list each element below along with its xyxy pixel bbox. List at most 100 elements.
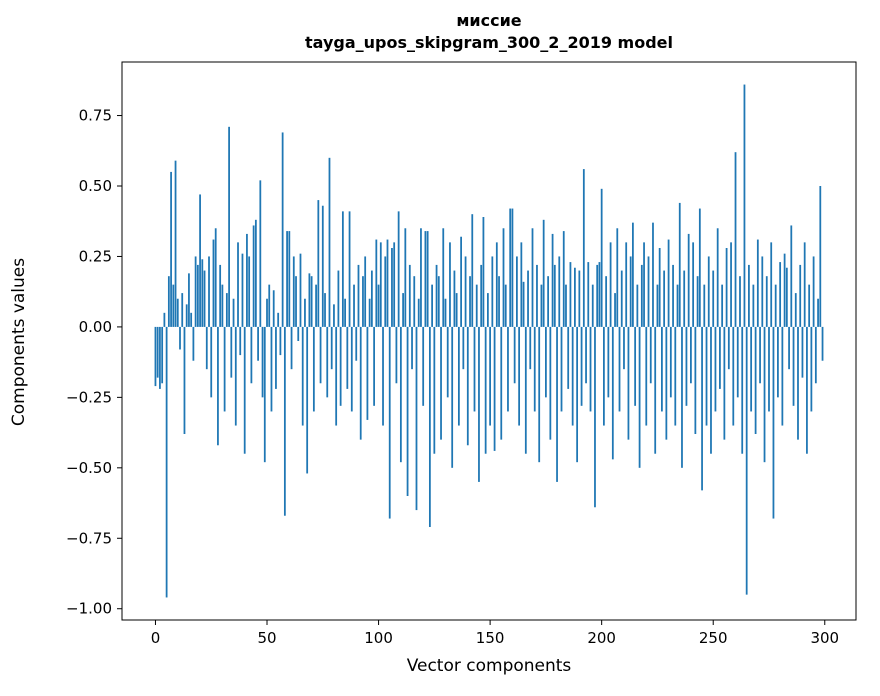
bar [509,208,512,327]
bar [339,326,342,406]
bar [696,276,699,327]
bar [571,326,574,426]
bar [393,242,396,327]
bar [337,270,340,327]
bar [587,262,590,327]
bar [406,326,409,496]
bar [714,326,717,412]
bar [248,256,251,327]
bar [685,326,688,406]
bar [221,284,224,327]
bar [299,253,302,327]
bar [464,256,467,327]
chart-title-model: tayga_upos_skipgram_300_2_2019 model [305,33,673,52]
bar [375,239,378,327]
bar [625,242,628,327]
bar [382,326,384,426]
bar [230,326,233,378]
bar [493,326,496,451]
bar [585,326,587,384]
bar [346,326,349,389]
bar [799,264,802,327]
bar [692,242,695,327]
bar [701,326,703,491]
bar [707,256,710,327]
x-axis-label: Vector components [406,656,572,676]
bar [283,326,286,516]
bar [656,284,659,327]
bar [589,326,592,412]
bar [803,242,806,327]
bar [652,222,654,327]
bar [524,326,527,454]
bar [241,253,244,327]
bar [732,326,735,426]
bar [451,326,454,468]
bar [819,186,822,327]
bar [475,284,478,327]
bar [239,326,242,356]
bar [417,298,420,327]
bar [663,270,666,327]
y-tick-label: −0.25 [66,388,112,406]
bar [457,326,460,426]
bar [188,273,190,327]
bar [645,326,648,426]
bar [522,281,525,327]
bar [667,239,670,327]
bar [654,326,657,454]
bar [449,242,451,327]
bar [600,188,603,327]
bar [710,326,712,454]
bar [156,326,159,378]
x-tick-label: 300 [810,629,839,647]
bar [560,326,563,412]
bar [562,231,565,327]
bar [723,326,726,440]
bar [210,326,213,398]
bar [471,214,474,327]
bar [335,326,338,426]
bar [743,84,746,327]
bar [536,264,538,327]
bar [310,276,313,327]
bar [281,132,284,327]
bar [643,242,645,327]
bar [607,326,610,398]
bar [676,284,679,327]
bar [295,276,297,327]
bar [754,326,757,434]
bar [759,326,761,384]
bar [801,326,804,378]
bar [540,284,543,327]
bar [520,242,523,327]
bar [223,326,226,412]
bar [270,326,273,412]
y-tick-label: 0.25 [79,247,112,265]
bar [647,256,650,327]
bar [308,273,311,327]
bar [594,326,596,508]
bar [777,326,779,398]
bar [774,284,777,327]
bar [580,326,583,406]
bar [263,326,266,463]
bar [545,326,547,398]
bar [272,290,275,327]
bar [756,239,759,327]
bar [674,326,677,426]
bar [576,326,579,463]
bar [629,256,632,327]
bar [770,242,773,327]
bar [741,326,744,454]
bar [785,267,788,327]
bar [237,242,239,327]
bar [538,326,541,463]
bar [388,326,391,519]
bar [201,259,204,327]
bar [219,264,222,327]
bar [627,326,630,440]
bar [440,326,442,440]
bar [603,326,605,426]
